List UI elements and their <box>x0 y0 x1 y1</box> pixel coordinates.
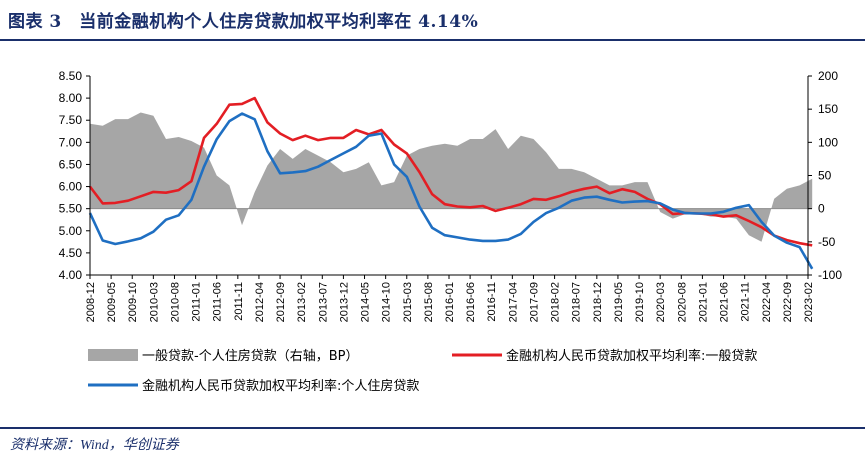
right-tick-label: 200 <box>818 69 838 83</box>
x-tick-label: 2020-08 <box>676 282 688 322</box>
x-tick-label: 2013-12 <box>338 282 350 322</box>
x-tick-label: 2016-11 <box>486 282 498 322</box>
right-tick-label: 100 <box>818 135 838 149</box>
left-tick-label: 6.50 <box>59 157 83 171</box>
legend-label: 金融机构人民币贷款加权平均利率:个人住房贷款 <box>142 378 419 394</box>
legend: 一般贷款-个人住房贷款（右轴，BP） 金融机构人民币贷款加权平均利率:一般贷款金融… <box>88 348 757 394</box>
x-tick-label: 2010-08 <box>169 282 181 322</box>
area-series-path <box>90 112 813 242</box>
right-tick-label: 50 <box>818 169 832 183</box>
chart: 4.00 4.50 5.00 5.50 6.00 6.50 7.00 7.50 8.00 8.50… <box>59 69 843 394</box>
left-tick-label: 6.00 <box>59 180 83 194</box>
x-tick-label: 2012-04 <box>254 282 266 322</box>
x-tick-label: 2009-05 <box>106 282 118 322</box>
x-tick-label: 2011-01 <box>191 282 203 322</box>
x-tick-label: 2020-03 <box>655 282 667 322</box>
x-tick-label: 2019-05 <box>613 282 625 322</box>
area-series-layer <box>90 112 813 242</box>
figure-title: 图表 3 当前金融机构个人住房贷款加权平均利率在 4.14% <box>8 12 479 32</box>
right-tick-label: 0 <box>818 202 825 216</box>
x-tick-label: 2013-07 <box>317 282 329 322</box>
title-divider <box>0 39 865 41</box>
x-tick-label: 2022-04 <box>761 282 773 322</box>
x-tick-label: 2021-01 <box>697 282 709 322</box>
x-tick-label: 2018-02 <box>550 282 562 322</box>
x-tick-label: 2012-09 <box>275 282 287 322</box>
x-tick-label: 2017-09 <box>528 282 540 322</box>
x-tick-label: 2011-06 <box>212 282 224 322</box>
x-tick-label: 2017-04 <box>507 282 519 322</box>
x-tick-label: 2014-05 <box>360 282 372 322</box>
x-tick-label: 2021-11 <box>740 282 752 322</box>
x-tick-label: 2009-10 <box>127 282 139 322</box>
x-tick-label: 2011-11 <box>233 282 245 321</box>
right-tick-label: 150 <box>818 102 838 116</box>
x-tick-label: 2013-02 <box>296 282 308 322</box>
blue-line-series <box>88 112 814 270</box>
legend-area-swatch <box>88 349 138 361</box>
left-tick-label: 4.50 <box>59 246 83 260</box>
x-tick-label: 2023-02 <box>803 282 815 322</box>
right-tick-label: -100 <box>818 268 842 282</box>
x-tick-label: 2016-06 <box>465 282 477 322</box>
x-tick-label: 2008-12 <box>85 282 97 322</box>
x-tick-label: 2016-01 <box>444 282 456 322</box>
x-tick-label: 2018-07 <box>571 282 583 322</box>
left-tick-label: 8.00 <box>59 91 83 105</box>
left-tick-label: 7.50 <box>59 113 83 127</box>
legend-label: 一般贷款-个人住房贷款（右轴，BP） <box>142 348 358 364</box>
x-tick-label: 2015-08 <box>423 282 435 322</box>
x-tick-label: 2021-06 <box>719 282 731 322</box>
axes-layer: 4.00 4.50 5.00 5.50 6.00 6.50 7.00 7.50 8.00 8.50… <box>59 69 843 322</box>
x-tick-label: 2019-10 <box>634 282 646 322</box>
right-tick-label: -50 <box>818 235 836 249</box>
left-tick-label: 7.00 <box>59 135 83 149</box>
x-tick-label: 2022-09 <box>782 282 794 322</box>
left-tick-label: 5.50 <box>59 202 83 216</box>
source-divider <box>0 427 865 429</box>
line-series-layer <box>88 96 814 270</box>
legend-label: 金融机构人民币贷款加权平均利率:一般贷款 <box>506 348 757 364</box>
x-tick-label: 2010-03 <box>148 282 160 322</box>
x-tick-label: 2018-12 <box>592 282 604 322</box>
x-tick-label: 2014-10 <box>381 282 393 322</box>
source-note: 资料来源：Wind，华创证券 <box>10 438 179 453</box>
x-tick-label: 2015-03 <box>402 282 414 322</box>
left-tick-label: 4.00 <box>59 268 83 282</box>
left-tick-label: 5.00 <box>59 224 83 238</box>
left-tick-label: 8.50 <box>59 69 83 83</box>
